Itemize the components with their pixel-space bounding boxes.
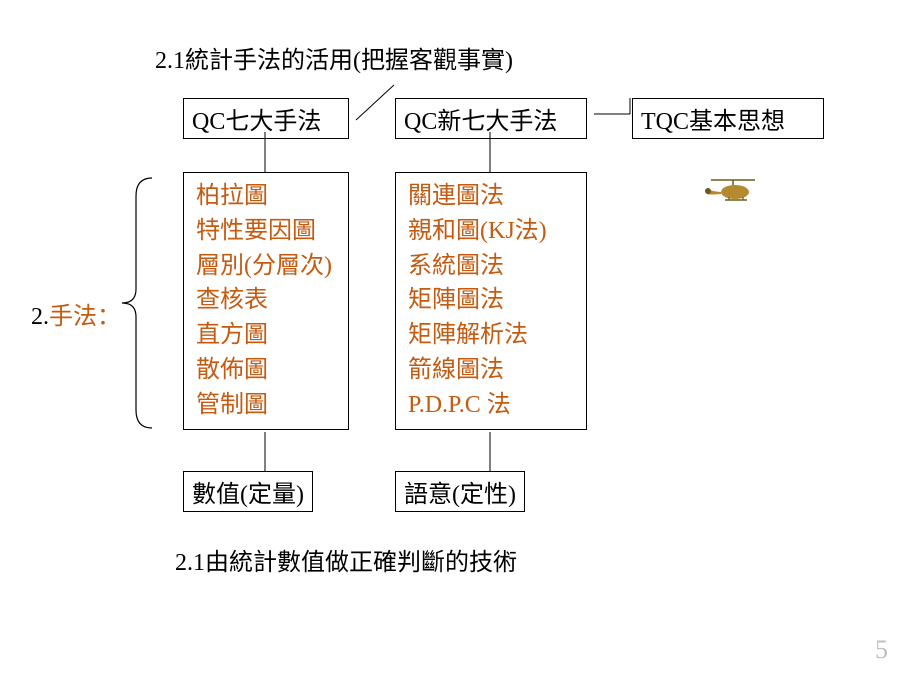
list-qc7: 柏拉圖特性要因圖層別(分層次)查核表直方圖散佈圖管制圖: [183, 172, 349, 430]
list-item: 查核表: [196, 283, 336, 318]
list-item: 層別(分層次): [196, 249, 336, 284]
list-item: 箭線圖法: [408, 353, 574, 388]
list-item: 直方圖: [196, 318, 336, 353]
header-qc-new7: QC新七大手法: [395, 98, 587, 139]
list-item: 親和圖(KJ法): [408, 214, 574, 249]
helicopter-icon: [705, 176, 767, 206]
list-item: 管制圖: [196, 388, 336, 423]
side-label: 2.手法：: [31, 296, 121, 331]
footer-qc7: 數值(定量): [183, 471, 313, 512]
list-qc-new7: 關連圖法親和圖(KJ法)系統圖法矩陣圖法矩陣解析法箭線圖法P.D.P.C 法: [395, 172, 587, 430]
side-main: 手法：: [49, 304, 121, 330]
list-item: 特性要因圖: [196, 214, 336, 249]
header-tqc: TQC基本思想: [632, 98, 824, 139]
footer-qc-new7: 語意(定性): [395, 471, 525, 512]
title-top: 2.1統計手法的活用(把握客觀事實): [155, 40, 513, 75]
list-item: 柏拉圖: [196, 179, 336, 214]
list-item: 關連圖法: [408, 179, 574, 214]
list-item: 系統圖法: [408, 249, 574, 284]
list-item: P.D.P.C 法: [408, 388, 574, 423]
list-item: 矩陣圖法: [408, 283, 574, 318]
title-bottom: 2.1由統計數值做正確判斷的技術: [175, 542, 517, 577]
list-item: 散佈圖: [196, 353, 336, 388]
page-number: 5: [875, 635, 888, 665]
list-item: 矩陣解析法: [408, 318, 574, 353]
header-qc7: QC七大手法: [183, 98, 349, 139]
side-prefix: 2.: [31, 304, 49, 330]
